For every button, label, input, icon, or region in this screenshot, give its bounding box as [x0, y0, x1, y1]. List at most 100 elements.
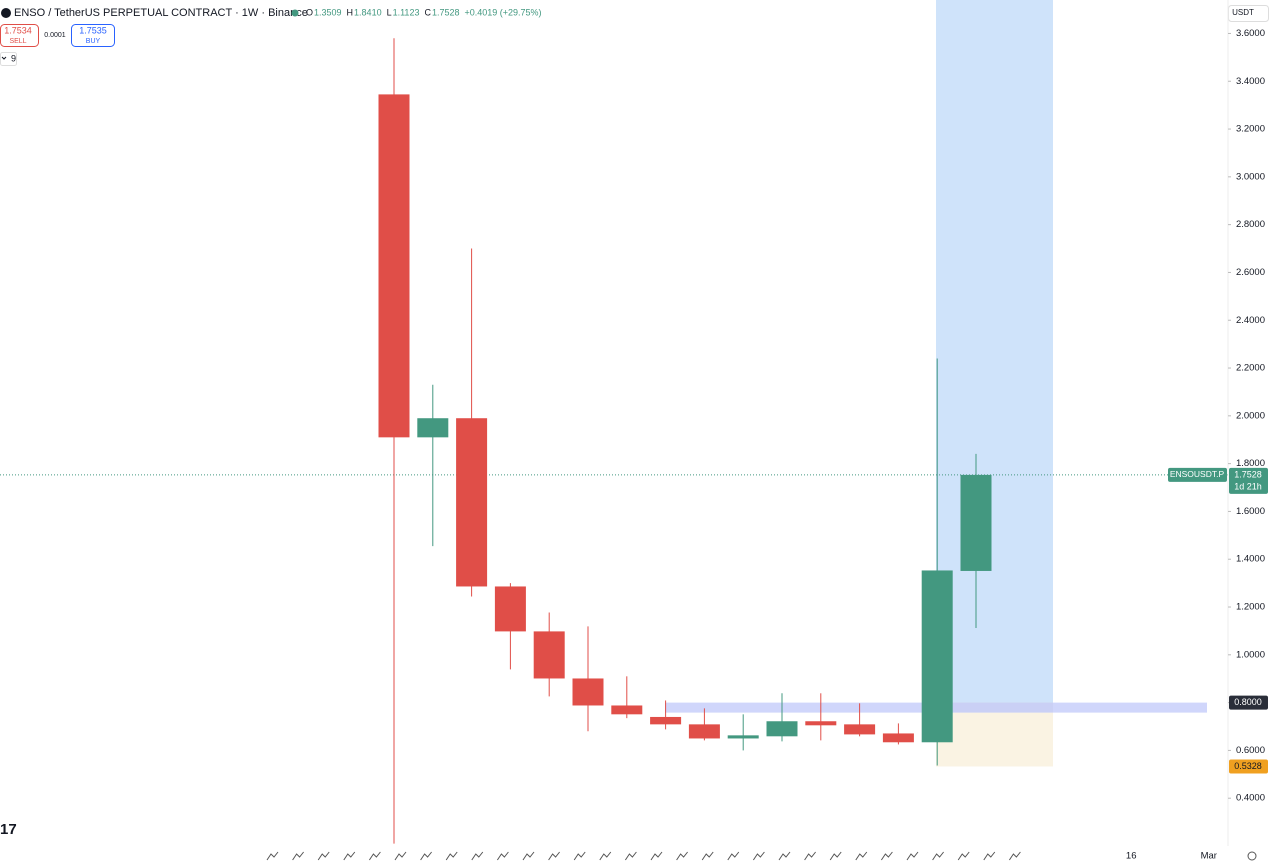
legend-key: O	[306, 7, 313, 17]
candle-body	[882, 733, 914, 743]
legend-value: 1.7528	[432, 7, 460, 17]
tool-icon[interactable]	[420, 851, 432, 861]
sell-label: SELL	[9, 38, 26, 45]
tool-icon[interactable]	[368, 851, 381, 861]
candle-body	[378, 94, 410, 438]
chevron	[1, 56, 7, 60]
y-tick-label: 2.2000	[1236, 363, 1265, 374]
tool-icon[interactable]	[496, 851, 509, 861]
tool-icon[interactable]	[855, 851, 868, 861]
y-tick-label: 2.8000	[1236, 219, 1265, 230]
symbol-title[interactable]: ENSO / TetherUS PERPETUAL CONTRACT · 1W …	[14, 7, 308, 19]
price-badge	[1229, 467, 1268, 494]
buy-price: 1.7535	[79, 25, 107, 35]
candle-body	[572, 678, 604, 706]
currency: USDT	[1232, 8, 1254, 17]
candle-body	[727, 735, 759, 739]
drawing-toolbar	[241, 848, 1031, 862]
y-tick-label: 0.4000	[1236, 793, 1265, 804]
y-tick-label: 0.6000	[1236, 745, 1265, 756]
legend-key: H	[347, 7, 354, 17]
candle-body	[611, 705, 643, 715]
tool-icon[interactable]	[548, 851, 560, 861]
tool-icon[interactable]	[317, 851, 330, 861]
spread: 0.0001	[44, 32, 66, 39]
tool-icon[interactable]	[701, 851, 714, 861]
candle-body	[960, 474, 992, 571]
buy-label: BUY	[86, 38, 101, 45]
tool-icon[interactable]	[983, 851, 996, 861]
legend-value: 1.1123	[393, 7, 420, 17]
candle-body	[650, 716, 682, 725]
stop-zone	[936, 712, 1053, 767]
tool-icon[interactable]	[624, 851, 637, 861]
symbol-label: ENSOUSDT.P	[1170, 469, 1225, 479]
tool-icon[interactable]	[650, 851, 663, 861]
y-tick-label: 1.6000	[1236, 506, 1265, 517]
y-tick-label: 2.4000	[1236, 315, 1265, 326]
candle-body	[805, 721, 837, 726]
y-tick-label: 3.0000	[1236, 171, 1265, 182]
tool-icon[interactable]	[676, 851, 688, 861]
tool-icon[interactable]	[394, 851, 407, 861]
candle-body	[494, 586, 526, 632]
candle-body	[456, 418, 488, 587]
marker-label: 0.5328	[1234, 761, 1262, 771]
y-tick-label: 3.2000	[1236, 124, 1265, 135]
tool-icon[interactable]	[957, 851, 970, 861]
symbol-logo	[1, 8, 11, 18]
marker-badge	[1229, 695, 1268, 710]
tool-icon[interactable]	[343, 851, 356, 861]
marker-badge	[1229, 759, 1268, 774]
indicators-toggle[interactable]	[0, 52, 17, 66]
tool-icon[interactable]	[804, 851, 816, 861]
candle-body	[921, 570, 953, 743]
symbol-badge	[1168, 467, 1227, 482]
sell-button[interactable]	[0, 24, 39, 47]
indicator-count: 9	[11, 53, 16, 63]
candle-body	[533, 631, 565, 679]
legend-value: +0.4019 (+29.75%)	[464, 7, 541, 17]
y-tick-label: 2.0000	[1236, 410, 1265, 421]
brand-logo: 17	[0, 821, 17, 838]
candle-body	[417, 418, 449, 438]
marker-label: 0.8000	[1234, 697, 1262, 707]
candle-body	[688, 724, 720, 739]
tool-icon[interactable]	[880, 851, 893, 861]
tool-icon[interactable]	[1008, 851, 1021, 861]
last-price-label: 1.7528	[1234, 469, 1262, 479]
y-tick-label: 1.4000	[1236, 554, 1265, 565]
legend-value: 1.8410	[354, 7, 382, 17]
y-tick-label: 1.0000	[1236, 649, 1265, 660]
tool-icon[interactable]	[292, 851, 304, 861]
tool-icon[interactable]	[599, 851, 612, 861]
drawings	[0, 0, 1228, 767]
tool-icon[interactable]	[573, 851, 586, 861]
legend-value: 1.3509	[314, 7, 342, 17]
candle-body	[766, 721, 798, 737]
tool-icon[interactable]	[778, 851, 791, 861]
tool-icon[interactable]	[471, 851, 484, 861]
tool-icon[interactable]	[906, 851, 919, 861]
settings-icon[interactable]	[1247, 851, 1257, 861]
y-tick-label: 3.6000	[1236, 28, 1265, 39]
tool-icon[interactable]	[522, 851, 535, 861]
ohlc-legend: O 1.3509 H 1.8410 L 1.1123 C 1.7528 +0.4019 (+29…	[306, 7, 542, 17]
x-tick-label: 16	[1126, 851, 1137, 862]
buy-button[interactable]	[71, 24, 115, 47]
y-tick-label: 3.4000	[1236, 76, 1265, 87]
sell-price: 1.7534	[4, 25, 32, 35]
tool-icon[interactable]	[727, 851, 740, 861]
tool-icon[interactable]	[829, 851, 842, 861]
tool-icon[interactable]	[752, 851, 765, 861]
tool-icon[interactable]	[932, 851, 944, 861]
status-dot	[291, 9, 299, 17]
tool-icon[interactable]	[445, 851, 458, 861]
y-tick-label: 2.6000	[1236, 267, 1265, 278]
tool-icon[interactable]	[266, 851, 279, 861]
legend-key: L	[387, 7, 392, 17]
target-zone	[936, 0, 1053, 703]
toolbar-icons	[266, 851, 1021, 861]
